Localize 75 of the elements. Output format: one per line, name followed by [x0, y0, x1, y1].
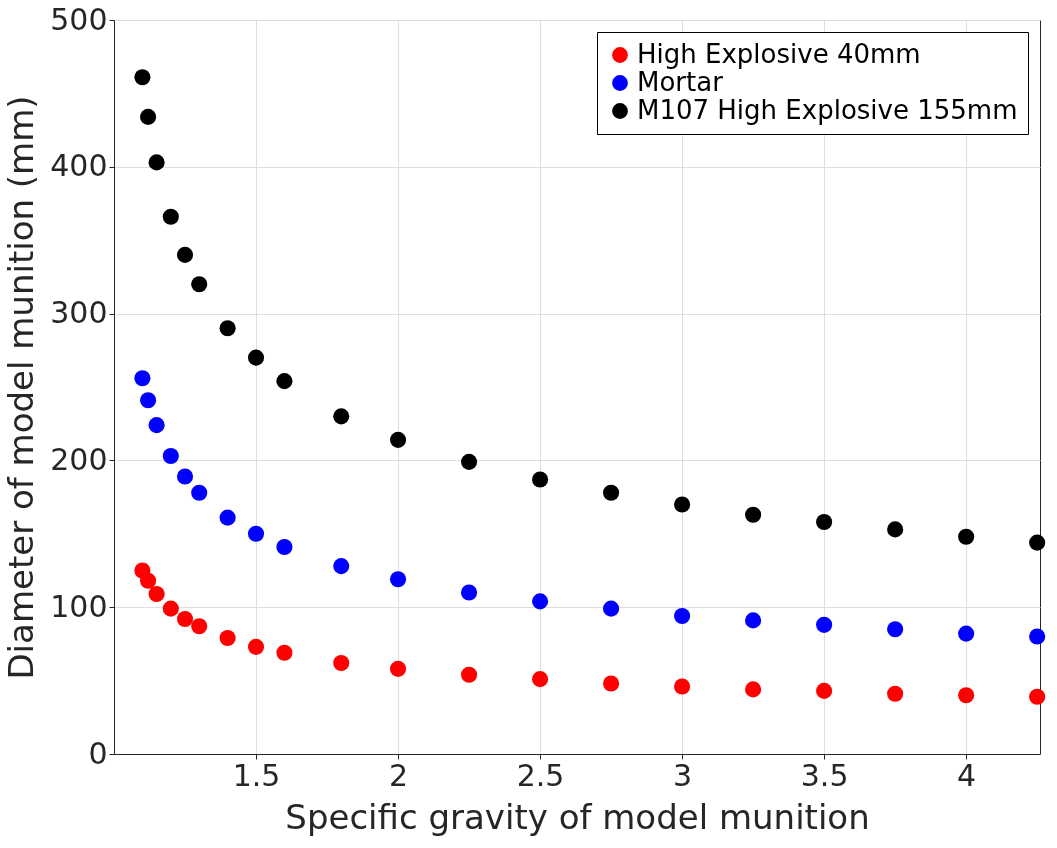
point — [532, 593, 549, 610]
point — [958, 625, 975, 642]
point — [191, 484, 208, 501]
point — [603, 484, 620, 501]
point — [816, 514, 833, 531]
point — [1029, 688, 1046, 705]
x-tick-label: 1.5 — [232, 757, 281, 793]
legend-label: High Explosive 40mm — [637, 39, 921, 69]
point — [162, 208, 179, 225]
point — [389, 571, 407, 588]
point — [1029, 534, 1046, 551]
point — [674, 496, 691, 513]
x-tick-label: 4 — [957, 757, 977, 793]
x-tick-label: 3 — [673, 757, 693, 793]
x-tick-label: 3.5 — [800, 757, 849, 793]
point — [140, 108, 157, 125]
legend-label: M107 High Explosive 155mm — [637, 95, 1018, 125]
point — [603, 600, 620, 617]
point — [1029, 628, 1046, 645]
point — [176, 246, 194, 263]
point — [134, 370, 151, 387]
point — [816, 616, 833, 633]
point — [140, 392, 157, 409]
point — [176, 610, 194, 627]
point — [247, 349, 265, 366]
x-tick-label: 2.5 — [516, 757, 565, 793]
point — [148, 417, 165, 434]
point — [333, 654, 350, 672]
point — [958, 528, 975, 545]
point — [247, 525, 265, 542]
point — [162, 447, 179, 465]
point — [162, 600, 179, 617]
point — [745, 506, 762, 523]
point — [887, 521, 904, 538]
point — [816, 682, 833, 699]
point — [176, 468, 194, 485]
point — [745, 612, 762, 629]
point — [389, 660, 407, 677]
point — [745, 681, 762, 698]
x-axis-title: Specific gravity of model munition — [285, 796, 870, 837]
point — [532, 471, 549, 488]
point — [219, 629, 236, 647]
y-tick-label: 200 — [50, 441, 108, 477]
point — [333, 558, 350, 575]
point — [674, 607, 691, 625]
point — [191, 276, 208, 293]
point — [461, 453, 478, 470]
y-tick-label: 100 — [50, 588, 108, 624]
y-tick-label: 0 — [88, 735, 108, 771]
point — [461, 666, 478, 683]
point — [887, 621, 904, 638]
point — [191, 618, 208, 635]
point — [247, 638, 265, 655]
point — [958, 687, 975, 704]
point — [148, 154, 165, 171]
x-tick-label: 2 — [389, 757, 409, 793]
point — [674, 678, 691, 695]
point — [333, 408, 350, 425]
point — [532, 671, 549, 688]
y-axis-title: Diameter of model munition (mm) — [1, 95, 42, 680]
point — [461, 584, 478, 601]
point — [134, 69, 151, 86]
point — [276, 373, 293, 390]
point — [389, 431, 407, 448]
point — [276, 644, 293, 661]
point — [603, 675, 620, 692]
point — [140, 572, 157, 589]
point — [276, 538, 293, 556]
y-tick-label: 300 — [50, 295, 108, 331]
point — [219, 509, 236, 526]
y-tick-label: 500 — [50, 1, 108, 37]
point — [148, 585, 165, 603]
point — [219, 320, 236, 337]
point — [887, 685, 904, 702]
y-tick-label: 400 — [50, 148, 108, 184]
